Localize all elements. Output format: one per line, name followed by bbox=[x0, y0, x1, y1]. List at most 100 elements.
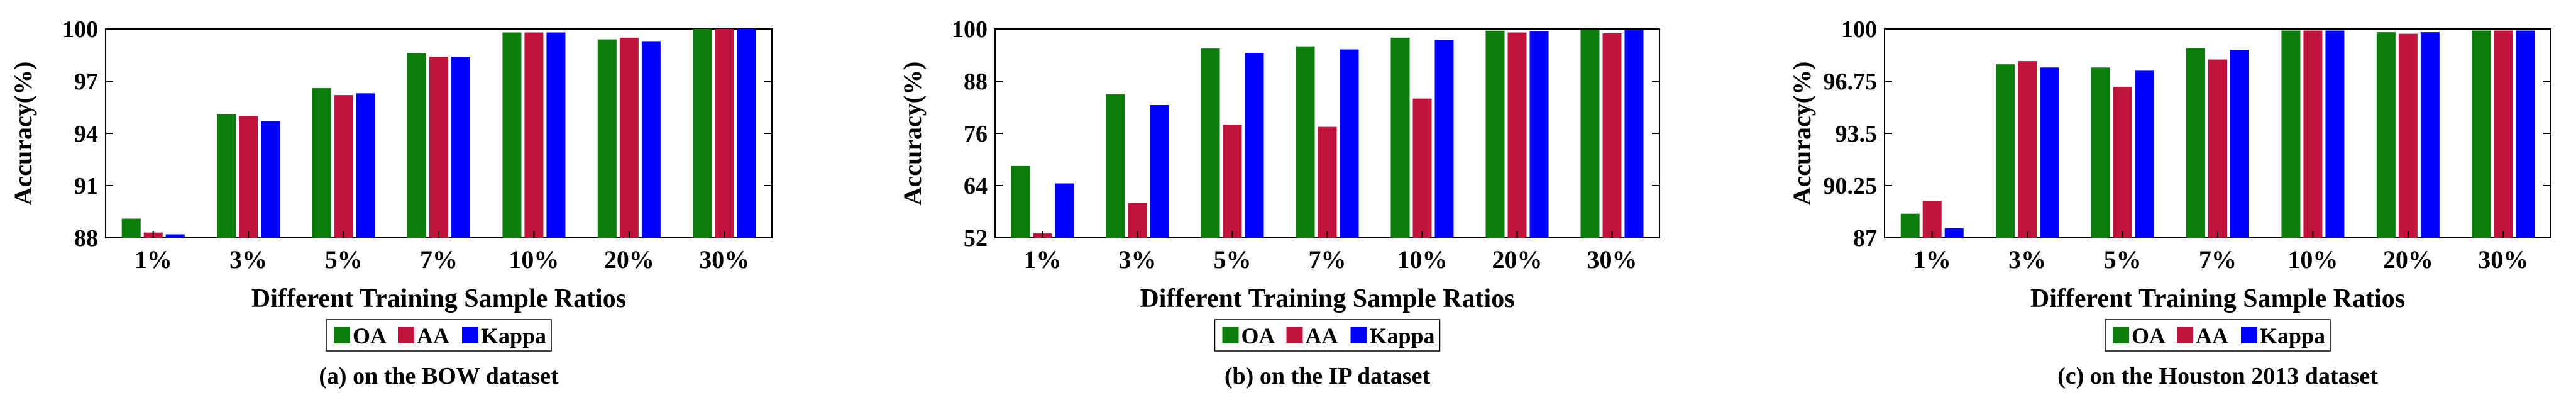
bar-oa-30pct bbox=[2472, 30, 2491, 238]
bar-kappa-10pct bbox=[1434, 40, 1454, 238]
y-tick-label: 100 bbox=[62, 16, 98, 43]
legend-box bbox=[2105, 319, 2331, 352]
y-tick-label: 97 bbox=[74, 69, 98, 95]
bar-kappa-5pct bbox=[2135, 70, 2154, 238]
bar-kappa-20pct bbox=[641, 41, 661, 238]
bar-oa-1pct bbox=[1011, 165, 1030, 238]
x-tick-label: 1% bbox=[1913, 245, 1951, 274]
bar-kappa-20pct bbox=[2420, 32, 2440, 238]
bar-oa-7pct bbox=[1296, 46, 1315, 238]
bar-kappa-30pct bbox=[737, 29, 756, 238]
bar-kappa-5pct bbox=[1245, 53, 1264, 238]
legend-swatch-oa bbox=[2113, 327, 2129, 343]
legend-swatch-oa bbox=[334, 327, 350, 343]
panel-caption: (a) on the BOW dataset bbox=[319, 363, 559, 389]
chart-panel-a: 88 91 94 97 100 1% 3% 5% 7% 10% 20% 30% Different Tr… bbox=[9, 16, 773, 389]
x-tick-label: 20% bbox=[2383, 245, 2433, 274]
y-tick-label: 76 bbox=[964, 121, 988, 147]
bar-kappa-3pct bbox=[1150, 105, 1169, 238]
bar-kappa-30pct bbox=[1624, 30, 1644, 238]
bar-oa-3pct bbox=[1106, 94, 1125, 238]
y-tick-label: 52 bbox=[964, 225, 988, 252]
legend-swatch-aa bbox=[398, 327, 414, 343]
x-tick-label: 20% bbox=[1492, 245, 1543, 274]
legend-label-oa: OA bbox=[2132, 323, 2166, 348]
y-axis-label: Accuracy(%) bbox=[9, 62, 37, 206]
bar-aa-10pct bbox=[2303, 30, 2323, 238]
legend-label-aa: AA bbox=[1306, 323, 1338, 348]
y-tick-label: 64 bbox=[964, 173, 988, 199]
bar-oa-7pct bbox=[2186, 48, 2205, 238]
x-axis-label: Different Training Sample Ratios bbox=[1140, 284, 1514, 313]
bar-kappa-10pct bbox=[2325, 30, 2345, 238]
x-tick-label: 30% bbox=[2478, 245, 2528, 274]
y-axis-label: Accuracy(%) bbox=[898, 62, 927, 206]
y-tick-label: 100 bbox=[1841, 16, 1877, 43]
bar-oa-10pct bbox=[1390, 37, 1410, 238]
bar-kappa-10pct bbox=[546, 32, 566, 238]
x-tick-label: 1% bbox=[135, 245, 172, 274]
y-tick-label: 96.75 bbox=[1824, 69, 1878, 95]
x-tick-label: 3% bbox=[1119, 245, 1157, 274]
legend-swatch-aa bbox=[2177, 327, 2193, 343]
x-tick-label: 3% bbox=[2008, 245, 2046, 274]
x-axis-label: Different Training Sample Ratios bbox=[251, 284, 626, 313]
legend-box bbox=[326, 319, 552, 352]
bar-aa-10pct bbox=[524, 32, 544, 238]
x-tick-label: 10% bbox=[509, 245, 559, 274]
bar-oa-1pct bbox=[1900, 213, 1920, 238]
legend-label-oa: OA bbox=[353, 323, 387, 348]
bar-kappa-1pct bbox=[1944, 228, 1964, 238]
bar-kappa-7pct bbox=[1340, 49, 1359, 238]
panel-caption: (b) on the IP dataset bbox=[1225, 363, 1431, 389]
bar-kappa-30pct bbox=[2516, 30, 2535, 238]
x-tick-label: 10% bbox=[2287, 245, 2338, 274]
bar-aa-30pct bbox=[1602, 33, 1622, 238]
bar-aa-10pct bbox=[1412, 98, 1432, 238]
y-tick-label: 88 bbox=[964, 69, 988, 95]
bar-aa-30pct bbox=[2494, 30, 2513, 238]
bar-aa-7pct bbox=[1318, 126, 1337, 238]
x-tick-label: 5% bbox=[325, 245, 363, 274]
bar-aa-5pct bbox=[2113, 86, 2132, 238]
x-tick-label: 10% bbox=[1397, 245, 1448, 274]
bar-kappa-7pct bbox=[451, 57, 470, 238]
x-axis-label: Different Training Sample Ratios bbox=[2030, 284, 2405, 313]
x-tick-label: 7% bbox=[2199, 245, 2237, 274]
bar-aa-20pct bbox=[1507, 32, 1527, 238]
y-tick-label: 94 bbox=[74, 121, 98, 147]
bar-oa-5pct bbox=[1201, 48, 1220, 238]
bar-kappa-1pct bbox=[165, 234, 185, 238]
y-tick-label: 90.25 bbox=[1824, 173, 1878, 199]
x-tick-label: 20% bbox=[604, 245, 654, 274]
legend-label-kappa: Kappa bbox=[2260, 323, 2325, 348]
x-tick-label: 1% bbox=[1024, 245, 1062, 274]
legend-box bbox=[1214, 319, 1441, 352]
bar-kappa-5pct bbox=[356, 93, 375, 238]
bar-oa-20pct bbox=[597, 39, 617, 238]
x-tick-label: 7% bbox=[1309, 245, 1346, 274]
panel-caption: (c) on the Houston 2013 dataset bbox=[2057, 363, 2378, 389]
legend-swatch-kappa bbox=[1350, 327, 1367, 343]
y-tick-label: 88 bbox=[74, 225, 98, 252]
x-tick-label: 7% bbox=[420, 245, 458, 274]
legend-label-kappa: Kappa bbox=[1370, 323, 1435, 348]
legend-label-kappa: Kappa bbox=[481, 323, 546, 348]
bar-oa-7pct bbox=[407, 53, 426, 238]
legend: OA AA Kappa bbox=[326, 319, 552, 352]
legend-swatch-oa bbox=[1222, 327, 1239, 343]
bar-oa-3pct bbox=[1996, 64, 2015, 238]
y-axis-label: Accuracy(%) bbox=[1788, 62, 1816, 206]
y-tick-label: 100 bbox=[952, 16, 988, 43]
x-tick-label: 3% bbox=[229, 245, 267, 274]
bar-oa-30pct bbox=[693, 29, 712, 238]
x-tick-label: 30% bbox=[699, 245, 749, 274]
bar-aa-7pct bbox=[429, 57, 448, 238]
chart-panel-c: 87 90.25 93.5 96.75 100 1% 3% 5% 7% 10% 20% 30% Diff… bbox=[1788, 16, 2551, 389]
bar-aa-7pct bbox=[2208, 59, 2227, 238]
bar-kappa-3pct bbox=[2040, 67, 2059, 238]
bar-oa-5pct bbox=[2091, 67, 2110, 238]
bar-oa-20pct bbox=[2376, 32, 2396, 238]
